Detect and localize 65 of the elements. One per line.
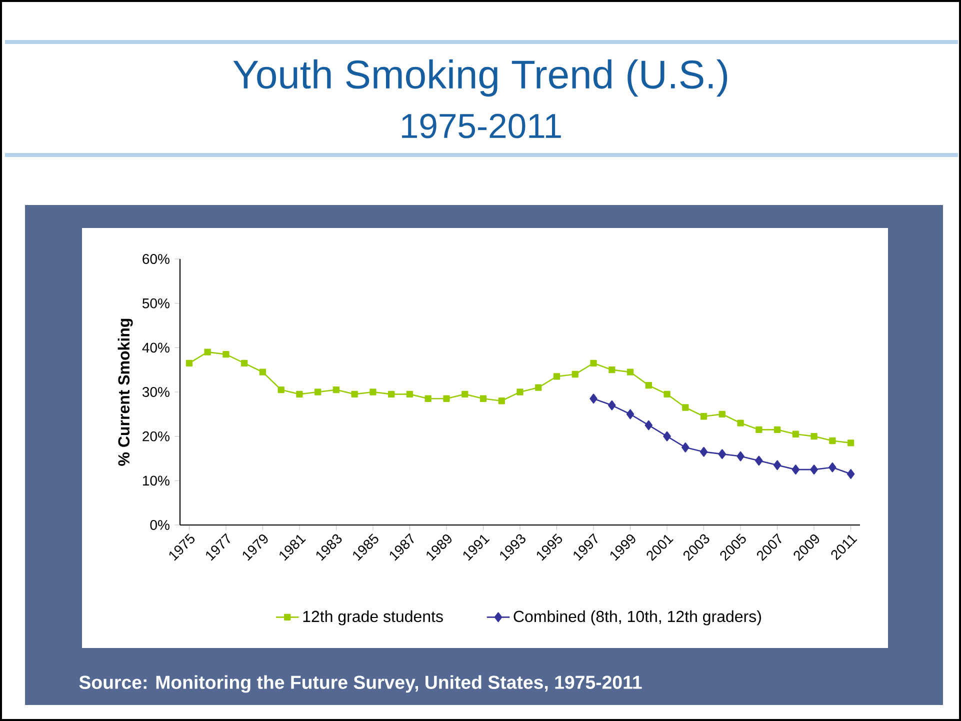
point <box>847 440 854 446</box>
point <box>590 360 597 367</box>
point <box>222 350 230 358</box>
point <box>240 360 248 367</box>
point <box>424 395 432 402</box>
point <box>773 460 782 470</box>
legend-label: 12th grade students <box>303 610 443 626</box>
point <box>332 386 340 394</box>
y-tick-label: 40% <box>142 342 170 353</box>
point <box>204 348 211 356</box>
point <box>388 390 395 398</box>
point <box>682 442 690 452</box>
point <box>608 366 616 374</box>
legend-label: Combined (8th, 10th, 12th graders) <box>514 610 761 626</box>
y-tick-label: 10% <box>143 476 170 486</box>
point <box>186 360 193 367</box>
point <box>645 382 652 389</box>
point <box>443 395 450 402</box>
point <box>737 420 744 426</box>
point <box>516 388 524 396</box>
point <box>718 449 726 459</box>
point <box>700 413 708 420</box>
source-note: Source: Monitoring the Future Survey, United States, 1975-2011 <box>79 675 642 693</box>
point <box>792 464 800 475</box>
point <box>626 409 634 420</box>
point <box>498 398 505 404</box>
point <box>756 426 762 434</box>
point <box>462 390 468 398</box>
point <box>406 390 414 398</box>
point <box>608 400 616 410</box>
point <box>828 462 836 472</box>
y-axis-title: % Current Smoking <box>118 318 133 466</box>
point <box>736 451 744 462</box>
chart-title: Youth Smoking Trend (U.S.) <box>233 59 728 97</box>
point <box>644 420 653 430</box>
point <box>755 456 763 466</box>
point <box>572 370 578 378</box>
point <box>590 394 598 404</box>
point <box>792 430 800 438</box>
point <box>810 464 818 475</box>
y-tick-label: 0% <box>150 520 170 530</box>
point <box>480 395 487 402</box>
y-tick-label: 50% <box>142 298 170 308</box>
point <box>700 446 708 457</box>
y-tick-label: 20% <box>142 431 170 442</box>
point <box>314 388 322 396</box>
point <box>370 388 376 396</box>
point <box>259 368 266 376</box>
chart-subtitle: 1975-2011 <box>402 114 561 138</box>
point <box>351 390 358 398</box>
y-tick-label: 60% <box>142 254 170 264</box>
point <box>626 368 634 376</box>
point <box>278 386 284 394</box>
point <box>664 390 670 398</box>
point <box>663 431 671 442</box>
point <box>553 373 560 380</box>
point <box>810 432 818 440</box>
y-tick-label: 30% <box>142 387 170 397</box>
point <box>846 469 855 479</box>
point <box>296 390 303 398</box>
point <box>829 437 836 444</box>
point <box>774 426 781 434</box>
point <box>718 410 726 418</box>
point <box>535 384 542 391</box>
point <box>682 404 689 411</box>
